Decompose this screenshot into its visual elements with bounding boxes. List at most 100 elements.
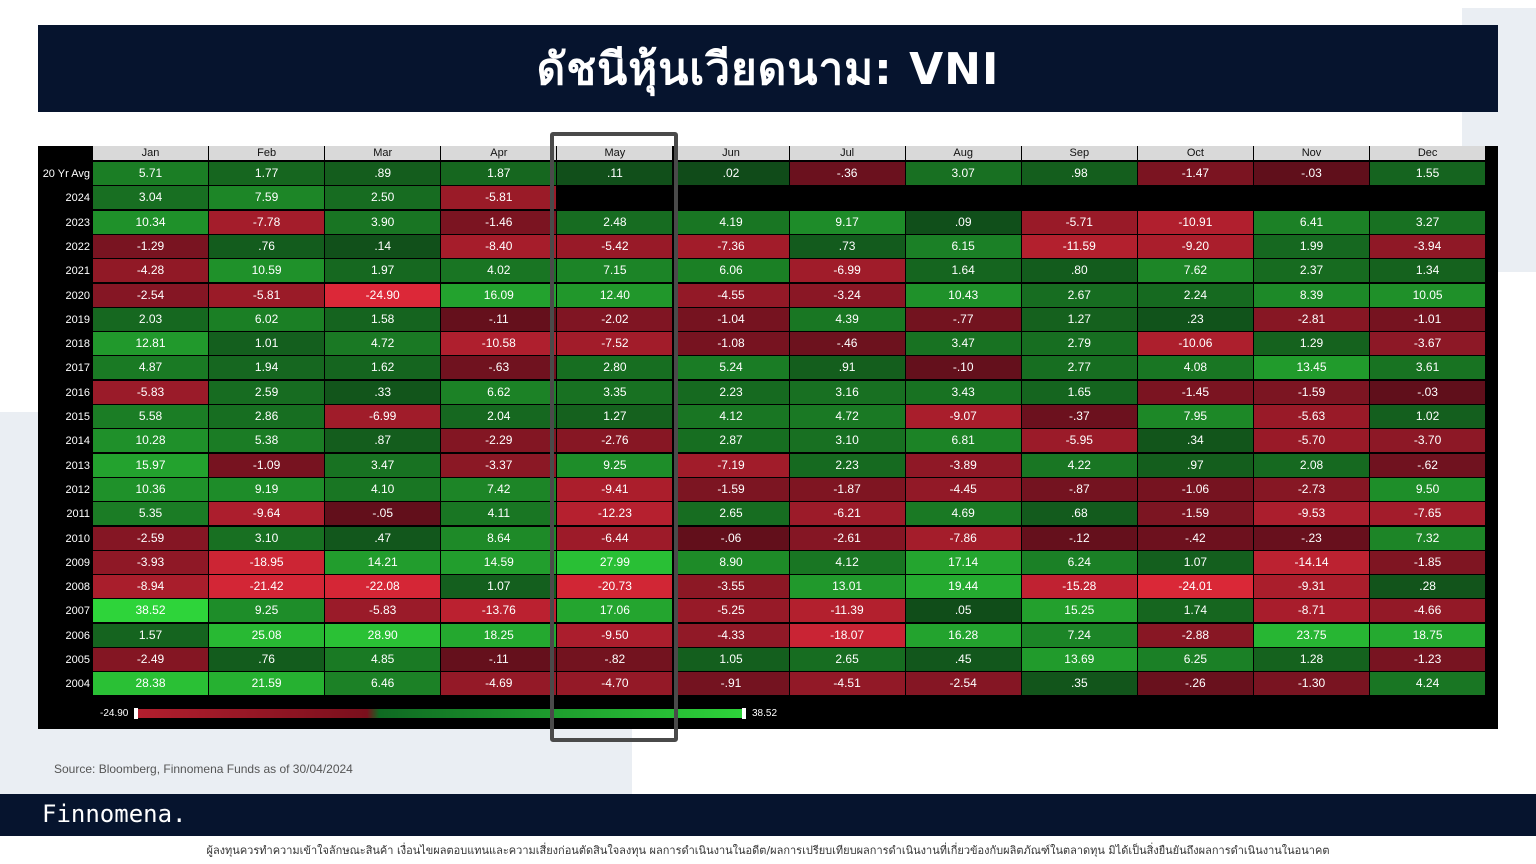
heatmap-cell: 25.08 [209,623,325,647]
heatmap-cell: 4.69 [905,502,1021,526]
heatmap-cell: 1.77 [209,162,325,185]
heatmap-cell: 2.77 [1021,356,1137,380]
heatmap-cell: 3.47 [905,332,1021,356]
heatmap-cell: 2.23 [673,380,789,404]
heatmap-cell: -.42 [1137,526,1253,550]
heatmap-cell: -2.59 [93,526,208,550]
row-label: 2017 [65,362,90,375]
heatmap-cell: 1.07 [1137,550,1253,574]
heatmap-cell [1370,186,1486,210]
scale-min-label: -24.90 [100,708,129,719]
heatmap-cell: -7.78 [209,210,325,234]
heatmap-cell: .02 [673,162,789,185]
heatmap-cell: 15.97 [93,453,208,477]
heatmap-cell: -10.58 [441,332,557,356]
heatmap-cell: -4.33 [673,623,789,647]
heatmap-cell: -.12 [1021,526,1137,550]
heatmap-cell: 8.39 [1254,283,1369,307]
heatmap-cell: 18.75 [1370,623,1486,647]
heatmap-cell: .09 [905,210,1021,234]
heatmap-cell: 1.64 [905,259,1021,283]
heatmap-cell: -1.08 [673,332,789,356]
heatmap-cell: -7.19 [673,453,789,477]
heatmap-cell: 6.06 [673,259,789,283]
heatmap-cell: 38.52 [93,599,208,623]
heatmap-cell: -.23 [1254,526,1369,550]
heatmap-cell: 3.07 [905,162,1021,185]
heatmap-cell: 6.25 [1137,648,1253,671]
heatmap-cell: 28.90 [325,623,441,647]
heatmap-cell: 2.65 [789,648,905,671]
row-label: 2009 [65,556,90,569]
heatmap-cell: -.26 [1137,672,1253,696]
heatmap-cell: -.11 [441,648,557,671]
heatmap-cell: -3.93 [93,550,208,574]
heatmap-cell: 3.04 [93,186,208,210]
heatmap-cell: 4.72 [789,405,905,428]
heatmap-cell: 10.28 [93,429,208,453]
heatmap-cell: 1.27 [1021,307,1137,331]
heatmap-cell: .89 [325,162,441,185]
heatmap-cell: 6.62 [441,380,557,404]
heatmap-cell: 1.62 [325,356,441,380]
heatmap-cell: 1.02 [1370,405,1486,428]
source-note: Source: Bloomberg, Finnomena Funds as of… [54,762,353,776]
heatmap-cell: -1.09 [209,453,325,477]
heatmap-cell: 4.87 [93,356,208,380]
heatmap-cell: -1.59 [673,477,789,501]
heatmap-cell: 3.90 [325,210,441,234]
heatmap-cell: 1.01 [209,332,325,356]
heatmap-cell: -24.90 [325,283,441,307]
heatmap-cell: 12.81 [93,332,208,356]
heatmap-cell: -1.04 [673,307,789,331]
heatmap-cell: 1.28 [1254,648,1369,671]
row-label: 2012 [65,483,90,496]
month-header-dec: Dec [1370,146,1486,160]
heatmap-cell: .35 [1021,672,1137,696]
heatmap-cell: -.63 [441,356,557,380]
heatmap-cell: 9.17 [789,210,905,234]
heatmap-cell: 4.08 [1137,356,1253,380]
heatmap-cell: -11.39 [789,599,905,623]
heatmap-cell: 16.09 [441,283,557,307]
heatmap-cell: 6.15 [905,234,1021,258]
heatmap-cell: 6.24 [1021,550,1137,574]
heatmap-cell: -22.08 [325,575,441,599]
heatmap-cell: 5.38 [209,429,325,453]
heatmap-cell: 6.46 [325,672,441,696]
row-label: 20 Yr Avg [42,168,90,180]
heatmap-cell: -13.76 [441,599,557,623]
heatmap-cell: 12.40 [557,283,673,307]
heatmap-cell: .45 [905,648,1021,671]
heatmap-cell: -6.44 [557,526,673,550]
heatmap-cell: 5.35 [93,502,208,526]
heatmap-cell: -3.55 [673,575,789,599]
heatmap-cell: -5.81 [209,283,325,307]
heatmap-cell: .14 [325,234,441,258]
heatmap-cell: -3.24 [789,283,905,307]
heatmap-cell: 3.16 [789,380,905,404]
row-label: 2020 [65,289,90,302]
heatmap-cell [1137,186,1253,210]
row-label: 2005 [65,654,90,666]
heatmap-cell: -2.54 [93,283,208,307]
heatmap-cell: 28.38 [93,672,208,696]
heatmap-cell: 4.12 [673,405,789,428]
heatmap-cell: 6.41 [1254,210,1369,234]
heatmap-cell: -5.81 [441,186,557,210]
may-highlight-box [550,132,678,742]
heatmap-cell: -5.71 [1021,210,1137,234]
heatmap-cell: 10.05 [1370,283,1486,307]
heatmap-cell: -.91 [673,672,789,696]
heatmap-cell: -.62 [1370,453,1486,477]
heatmap-cell: -.37 [1021,405,1137,428]
heatmap-cell: 14.21 [325,550,441,574]
heatmap-cell: -6.99 [789,259,905,283]
row-label: 2004 [65,678,90,691]
heatmap-cell: -4.70 [557,672,673,696]
heatmap-cell: 2.04 [441,405,557,428]
heatmap-cell: 9.19 [209,477,325,501]
heatmap-cell: -5.95 [1021,429,1137,453]
month-header-sep: Sep [1021,146,1137,160]
heatmap-cell: 7.15 [557,259,673,283]
